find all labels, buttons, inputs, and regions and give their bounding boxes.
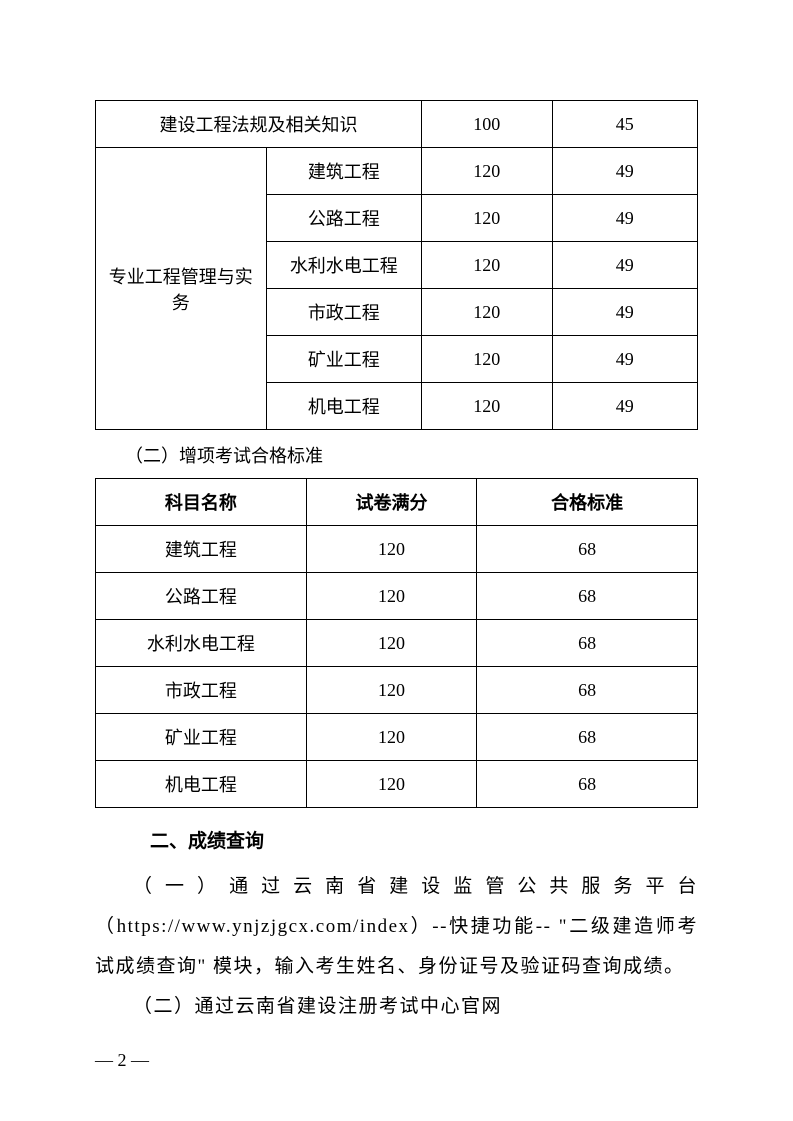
subject-cell: 建筑工程 — [96, 526, 307, 573]
pass-score-cell: 68 — [477, 761, 698, 808]
subject-cell: 公路工程 — [96, 573, 307, 620]
table-row: 建筑工程 120 68 — [96, 526, 698, 573]
body-paragraph-1: （一）通过云南省建设监管公共服务平台（https://www.ynjzjgcx.… — [95, 867, 698, 987]
pass-score-cell: 49 — [552, 336, 698, 383]
full-score-cell: 120 — [422, 336, 552, 383]
section-heading: 二、成绩查询 — [150, 826, 698, 853]
full-score-cell: 120 — [306, 761, 477, 808]
group-label-cell: 专业工程管理与实务 — [96, 148, 267, 430]
subject-cell: 建筑工程 — [266, 148, 422, 195]
pass-score-cell: 49 — [552, 195, 698, 242]
section-label: （二）增项考试合格标准 — [125, 442, 698, 468]
subject-cell: 矿业工程 — [96, 714, 307, 761]
pass-score-cell: 49 — [552, 383, 698, 430]
subject-cell: 水利水电工程 — [96, 620, 307, 667]
full-score-cell: 120 — [422, 195, 552, 242]
header-subject: 科目名称 — [96, 479, 307, 526]
header-pass: 合格标准 — [477, 479, 698, 526]
pass-score-cell: 49 — [552, 289, 698, 336]
table-row: 水利水电工程 120 68 — [96, 620, 698, 667]
subject-cell: 市政工程 — [96, 667, 307, 714]
full-score-cell: 120 — [422, 289, 552, 336]
pass-score-cell: 68 — [477, 714, 698, 761]
subject-cell: 建设工程法规及相关知识 — [96, 101, 422, 148]
body-paragraph-2: （二）通过云南省建设注册考试中心官网 — [95, 987, 698, 1027]
table-row: 建设工程法规及相关知识 100 45 — [96, 101, 698, 148]
full-score-cell: 120 — [306, 714, 477, 761]
pass-score-cell: 68 — [477, 526, 698, 573]
page-number: — 2 — — [95, 1050, 149, 1071]
subject-cell: 机电工程 — [266, 383, 422, 430]
header-full: 试卷满分 — [306, 479, 477, 526]
subject-cell: 水利水电工程 — [266, 242, 422, 289]
table-row: 机电工程 120 68 — [96, 761, 698, 808]
table-row: 矿业工程 120 68 — [96, 714, 698, 761]
full-score-cell: 120 — [306, 526, 477, 573]
full-score-cell: 120 — [422, 383, 552, 430]
pass-score-cell: 49 — [552, 242, 698, 289]
full-score-cell: 120 — [306, 573, 477, 620]
subject-cell: 机电工程 — [96, 761, 307, 808]
pass-score-cell: 68 — [477, 620, 698, 667]
pass-score-cell: 68 — [477, 573, 698, 620]
subject-cell: 矿业工程 — [266, 336, 422, 383]
full-score-cell: 120 — [306, 667, 477, 714]
pass-score-cell: 49 — [552, 148, 698, 195]
full-score-cell: 100 — [422, 101, 552, 148]
table-row: 市政工程 120 68 — [96, 667, 698, 714]
standards-table-2: 科目名称 试卷满分 合格标准 建筑工程 120 68 公路工程 120 68 水… — [95, 478, 698, 808]
full-score-cell: 120 — [422, 148, 552, 195]
pass-score-cell: 68 — [477, 667, 698, 714]
table-row: 专业工程管理与实务 建筑工程 120 49 — [96, 148, 698, 195]
pass-score-cell: 45 — [552, 101, 698, 148]
subject-cell: 公路工程 — [266, 195, 422, 242]
full-score-cell: 120 — [306, 620, 477, 667]
table-row: 公路工程 120 68 — [96, 573, 698, 620]
standards-table-1: 建设工程法规及相关知识 100 45 专业工程管理与实务 建筑工程 120 49… — [95, 100, 698, 430]
table-header-row: 科目名称 试卷满分 合格标准 — [96, 479, 698, 526]
full-score-cell: 120 — [422, 242, 552, 289]
subject-cell: 市政工程 — [266, 289, 422, 336]
